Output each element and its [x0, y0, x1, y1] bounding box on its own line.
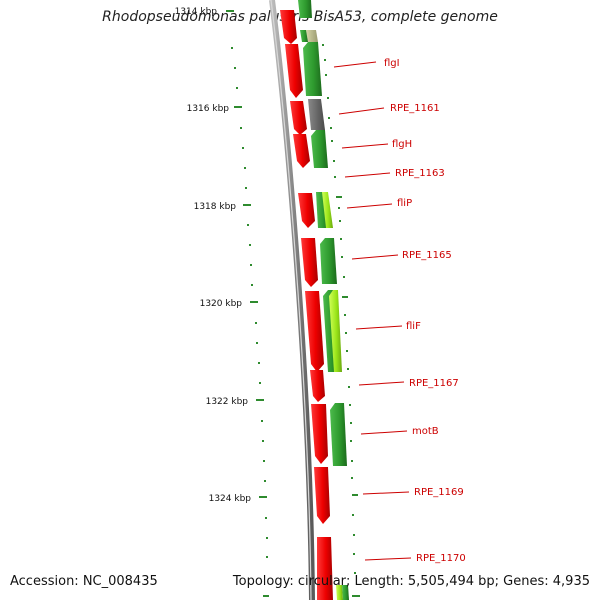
kbp-tick-label: 1320 kbp [200, 299, 243, 309]
forward-strand-genes [280, 10, 333, 600]
gene-arrow [280, 10, 297, 44]
kbp-tick-label: 1324 kbp [209, 494, 252, 504]
gene-arrow [310, 370, 325, 402]
gene-label-motb: motB [412, 426, 439, 437]
gene-label-rpe-1167: RPE_1167 [409, 378, 459, 389]
gene-label-rpe-1165: RPE_1165 [402, 250, 452, 261]
gene-arrow [285, 44, 303, 98]
gene-arrow [322, 192, 333, 228]
gene-arrow [330, 403, 347, 466]
gene-arrow [305, 291, 324, 372]
gene-label-rpe-1170: RPE_1170 [416, 553, 466, 564]
gene-arrow [329, 290, 342, 372]
gene-arrow [308, 99, 325, 130]
accession-text: Accession: NC_008435 [10, 574, 158, 589]
gene-arrow [306, 30, 318, 42]
gene-label-flgi: flgI [384, 58, 400, 69]
gene-label-rpe-1163: RPE_1163 [395, 168, 445, 179]
gene-arrow [301, 238, 318, 287]
kbp-tick-marks [226, 10, 267, 498]
gene-label-flif: fliF [406, 321, 421, 332]
reverse-strand-genes [298, 0, 349, 600]
label-leader-lines [333, 61, 412, 561]
gene-label-rpe-1169: RPE_1169 [414, 487, 464, 498]
gene-arrow [303, 42, 322, 96]
genome-summary-text: Topology: circular; Length: 5,505,494 bp… [232, 574, 590, 589]
gene-arrow [311, 404, 328, 464]
gene-label-flgh: flgH [392, 139, 412, 150]
gc-content-ticks [231, 44, 360, 597]
gene-arrow [317, 537, 333, 600]
genome-backbone [269, 0, 315, 600]
gene-arrow [320, 238, 337, 284]
gene-arrow [342, 585, 349, 600]
kbp-tick-label: 1316 kbp [187, 104, 230, 114]
gene-arrow [290, 101, 307, 135]
gene-arrow [314, 467, 330, 524]
gene-arrow [298, 193, 315, 228]
kbp-tick-label: 1314 kbp [175, 7, 218, 17]
gene-arrow [336, 585, 343, 600]
kbp-tick-label: 1322 kbp [206, 397, 249, 407]
gene-arrow [298, 0, 312, 18]
gene-arrow [300, 30, 308, 42]
gene-arrow [311, 130, 328, 168]
gene-label-rpe-1161: RPE_1161 [390, 103, 440, 114]
kbp-tick-label: 1318 kbp [194, 202, 237, 212]
gene-arrow [293, 134, 310, 168]
gene-label-flip: fliP [397, 198, 412, 209]
